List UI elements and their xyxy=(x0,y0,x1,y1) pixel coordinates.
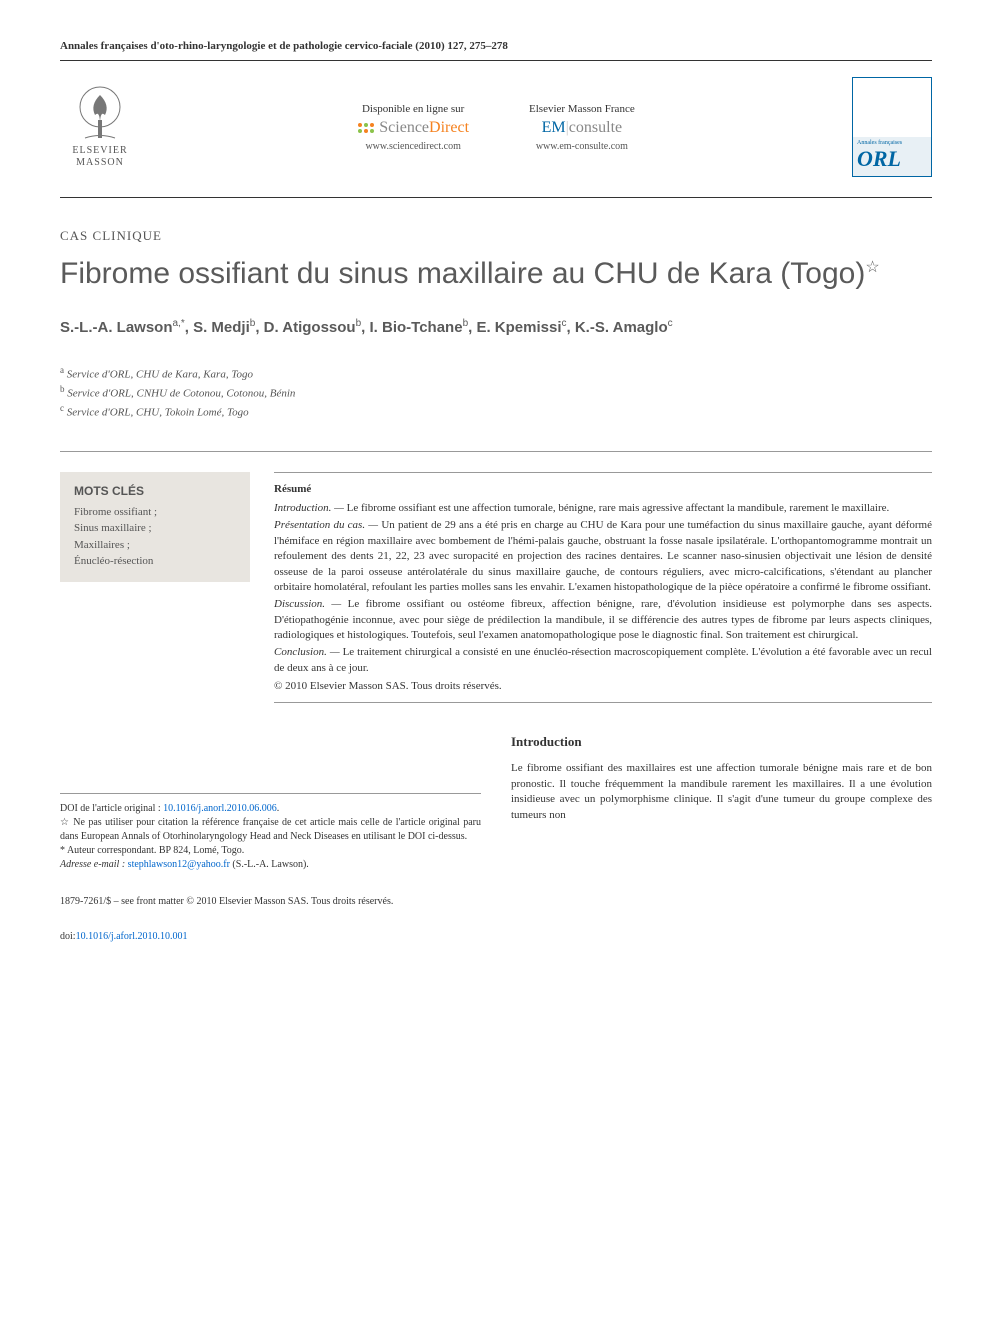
abstract-conclusion-label: Conclusion. — xyxy=(274,646,340,658)
affiliation-item: b Service d'ORL, CNHU de Cotonou, Cotono… xyxy=(60,383,932,402)
abstract-discussion-label: Discussion. — xyxy=(274,598,341,610)
emconsulte-block: Elsevier Masson France EM|consulte www.e… xyxy=(529,103,635,152)
abstract-heading: Résumé xyxy=(274,483,932,495)
abstract-introduction: Introduction. — Le fibrome ossifiant est… xyxy=(274,501,932,516)
em-brand-prefix: EM xyxy=(542,119,566,136)
abstract-discussion-text: Le fibrome ossifiant ou ostéome fibreux,… xyxy=(274,598,932,641)
publisher-name-text: ELSEVIER MASSON xyxy=(72,145,127,169)
sd-available-text: Disponible en ligne sur xyxy=(357,103,469,115)
abstract-intro-label: Introduction. — xyxy=(274,502,344,514)
keywords-box: MOTS CLÉS Fibrome ossifiant ; Sinus maxi… xyxy=(60,472,250,582)
abstract-discussion: Discussion. — Le fibrome ossifiant ou os… xyxy=(274,597,932,643)
center-logos: Disponible en ligne sur ScienceDirect ww… xyxy=(357,103,634,152)
footer-doi-prefix: doi: xyxy=(60,931,76,942)
doi-link[interactable]: 10.1016/j.anorl.2010.06.006 xyxy=(163,803,277,814)
email-link[interactable]: stephlawson12@yahoo.fr xyxy=(128,859,230,870)
title-text: Fibrome ossifiant du sinus maxillaire au… xyxy=(60,257,865,290)
keywords-list: Fibrome ossifiant ; Sinus maxillaire ; M… xyxy=(74,504,236,570)
title-star-icon: ☆ xyxy=(865,259,879,276)
sd-url: www.sciencedirect.com xyxy=(357,141,469,152)
doi-footnote: DOI de l'article original : 10.1016/j.an… xyxy=(60,802,481,816)
header-bottom-divider xyxy=(60,197,932,198)
star-footnote: ☆ Ne pas utiliser pour citation la référ… xyxy=(60,816,481,844)
authors-list: S.-L.-A. Lawsona,*, S. Medjib, D. Atigos… xyxy=(60,316,932,340)
abstract-intro-text: Le fibrome ossifiant est une affection t… xyxy=(347,502,890,514)
body-columns: DOI de l'article original : 10.1016/j.an… xyxy=(60,733,932,872)
abstract-section: MOTS CLÉS Fibrome ossifiant ; Sinus maxi… xyxy=(60,472,932,703)
sd-brand-prefix: Science xyxy=(379,119,429,136)
sciencedirect-logo: ScienceDirect xyxy=(357,119,469,137)
footer-doi: doi:10.1016/j.aforl.2010.10.001 xyxy=(60,931,932,942)
orl-cover-text: ORL xyxy=(857,146,927,172)
em-brand-suffix: consulte xyxy=(569,119,622,136)
sciencedirect-block: Disponible en ligne sur ScienceDirect ww… xyxy=(357,103,469,152)
abstract-presentation: Présentation du cas. — Un patient de 29 … xyxy=(274,518,932,595)
email-label: Adresse e-mail : xyxy=(60,859,128,870)
article-type: CAS CLINIQUE xyxy=(60,228,932,244)
sd-dots-icon xyxy=(357,121,375,135)
em-url: www.em-consulte.com xyxy=(529,141,635,152)
abstract-content: Résumé Introduction. — Le fibrome ossifi… xyxy=(274,472,932,703)
orl-journal-cover: Annales françaises ORL xyxy=(852,77,932,177)
abstract-conclusion-text: Le traitement chirurgical a consisté en … xyxy=(274,646,932,673)
introduction-heading: Introduction xyxy=(511,733,932,751)
header-logos-row: ELSEVIER MASSON Disponible en ligne sur … xyxy=(60,77,932,177)
abstract-copyright: © 2010 Elsevier Masson SAS. Tous droits … xyxy=(274,680,932,692)
header-divider xyxy=(60,60,932,61)
doi-label: DOI de l'article original : xyxy=(60,803,163,814)
footer-issn: 1879-7261/$ – see front matter © 2010 El… xyxy=(60,896,932,907)
elsevier-masson-logo: ELSEVIER MASSON xyxy=(60,77,140,177)
em-logo: EM|consulte xyxy=(529,119,635,137)
affiliations-list: a Service d'ORL, CHU de Kara, Kara, Togo… xyxy=(60,364,932,421)
abstract-presentation-label: Présentation du cas. — xyxy=(274,519,378,531)
doi-suffix: . xyxy=(277,803,280,814)
left-column: DOI de l'article original : 10.1016/j.an… xyxy=(60,733,481,872)
right-column: Introduction Le fibrome ossifiant des ma… xyxy=(511,733,932,872)
footnotes-block: DOI de l'article original : 10.1016/j.an… xyxy=(60,793,481,872)
article-title: Fibrome ossifiant du sinus maxillaire au… xyxy=(60,256,932,292)
corresponding-author: * Auteur correspondant. BP 824, Lomé, To… xyxy=(60,844,481,858)
sd-brand-suffix: Direct xyxy=(429,119,469,136)
keywords-title: MOTS CLÉS xyxy=(74,484,236,498)
affiliations-divider xyxy=(60,451,932,452)
abstract-conclusion: Conclusion. — Le traitement chirurgical … xyxy=(274,645,932,676)
footer-doi-link[interactable]: 10.1016/j.aforl.2010.10.001 xyxy=(76,931,188,942)
affiliation-item: c Service d'ORL, CHU, Tokoin Lomé, Togo xyxy=(60,402,932,421)
email-suffix: (S.-L.-A. Lawson). xyxy=(230,859,309,870)
elsevier-tree-icon xyxy=(75,85,125,145)
affiliation-item: a Service d'ORL, CHU de Kara, Kara, Togo xyxy=(60,364,932,383)
em-title: Elsevier Masson France xyxy=(529,103,635,115)
introduction-text: Le fibrome ossifiant des maxillaires est… xyxy=(511,761,932,823)
email-footnote: Adresse e-mail : stephlawson12@yahoo.fr … xyxy=(60,858,481,872)
journal-citation: Annales françaises d'oto-rhino-laryngolo… xyxy=(60,40,932,52)
